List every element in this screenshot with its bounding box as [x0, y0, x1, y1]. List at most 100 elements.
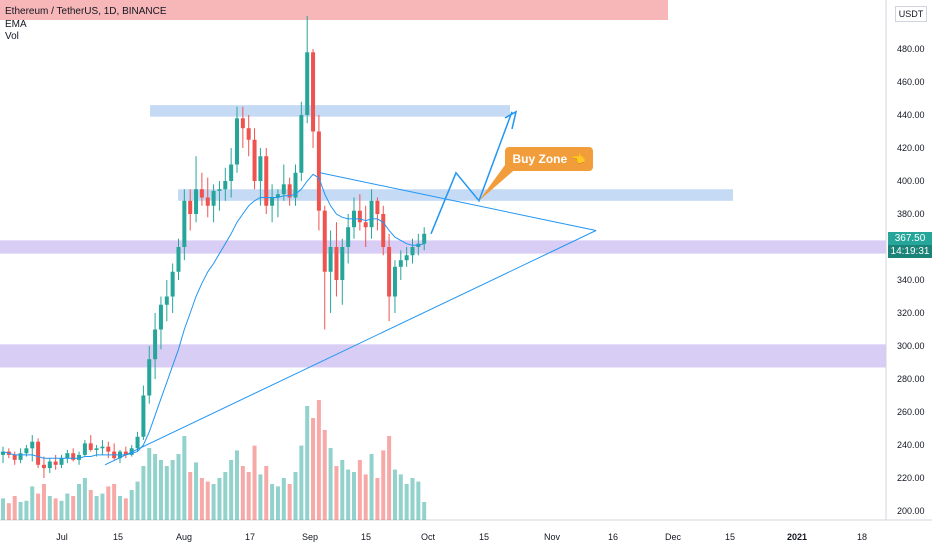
price-tick-label: 400.00 — [897, 176, 925, 186]
candle — [94, 448, 99, 450]
price-tick-label: 240.00 — [897, 440, 925, 450]
volume-bar — [112, 484, 117, 520]
candle — [47, 461, 52, 469]
time-tick-label: 15 — [479, 532, 489, 542]
volume-bar — [275, 486, 280, 520]
candle — [258, 156, 263, 181]
projection-arrowhead — [504, 110, 518, 130]
volume-bar — [106, 486, 111, 520]
time-tick-label: 17 — [245, 532, 255, 542]
candle — [392, 266, 397, 297]
volume-bar — [30, 486, 35, 520]
volume-bar — [240, 466, 245, 520]
time-tick-label: 15 — [361, 532, 371, 542]
candle — [328, 247, 333, 272]
candle — [375, 200, 380, 214]
candle — [24, 448, 29, 454]
volume-bar — [1, 498, 5, 520]
candle — [153, 329, 158, 360]
volume-bar — [53, 498, 58, 520]
candle — [182, 200, 187, 247]
price-tick-label: 460.00 — [897, 77, 925, 87]
candle — [88, 443, 93, 450]
candle — [199, 189, 204, 198]
volume-bar — [158, 460, 163, 520]
volume-bar — [129, 490, 134, 520]
candle — [176, 247, 181, 272]
volume-bar — [211, 484, 216, 520]
price-tick-label: 280.00 — [897, 374, 925, 384]
candle — [53, 461, 58, 465]
volume-bar — [205, 481, 210, 520]
candle — [398, 260, 403, 267]
volume-bar — [293, 472, 298, 520]
volume-bar — [229, 460, 234, 520]
candle — [41, 464, 46, 469]
price-tick-label: 420.00 — [897, 143, 925, 153]
volume-bar — [340, 460, 345, 520]
price-tick-label: 320.00 — [897, 308, 925, 318]
volume-bar — [141, 466, 146, 520]
volume-bar — [147, 448, 152, 520]
ema-indicator-label[interactable]: EMA — [5, 19, 27, 30]
price-tick-label: 260.00 — [897, 407, 925, 417]
candle — [158, 304, 163, 330]
candle — [235, 118, 239, 165]
volume-bar — [392, 469, 397, 520]
candle — [287, 184, 292, 198]
candle — [357, 210, 362, 223]
volume-bar — [77, 484, 82, 520]
volume-bar — [170, 460, 175, 520]
candle — [223, 181, 228, 190]
volume-bar — [223, 472, 228, 520]
candle — [205, 197, 210, 206]
volume-bar — [235, 450, 239, 520]
currency-badge[interactable]: USDT — [895, 6, 927, 22]
time-tick-label: Dec — [665, 532, 682, 542]
time-tick-label: 16 — [608, 532, 618, 542]
candle — [82, 443, 87, 455]
ema-line — [2, 173, 425, 459]
volume-bar — [311, 418, 316, 520]
volume-indicator-label[interactable]: Vol — [5, 31, 19, 42]
triangle-upper-trendline — [319, 172, 597, 231]
time-tick-label: 15 — [113, 532, 123, 542]
volume-bar — [357, 460, 362, 520]
volume-bar — [123, 498, 128, 520]
candle — [59, 458, 64, 465]
volume-bar — [118, 496, 122, 520]
volume-bar — [328, 448, 333, 520]
candle — [100, 446, 105, 449]
candle — [164, 296, 169, 305]
volume-bar — [416, 481, 421, 520]
candle — [311, 52, 316, 132]
volume-bar — [369, 454, 374, 520]
time-tick-label: Aug — [176, 532, 192, 542]
candle — [387, 247, 392, 297]
projection-path — [430, 111, 513, 235]
volume-bar — [264, 466, 269, 520]
volume-bar — [59, 500, 64, 520]
volume-bar — [82, 478, 87, 520]
candle — [106, 446, 111, 452]
time-tick-label: Jul — [56, 532, 68, 542]
volume-bar — [270, 484, 275, 520]
price-tick-label: 380.00 — [897, 209, 925, 219]
volume-bar — [322, 430, 327, 520]
candle — [422, 233, 427, 244]
callout-pointer — [479, 165, 520, 201]
candle — [293, 172, 298, 198]
volume-bar — [71, 496, 76, 520]
candle — [299, 115, 304, 173]
volume-bar — [316, 400, 321, 520]
candle — [275, 194, 280, 198]
volume-bar — [188, 472, 193, 520]
price-tick-label: 480.00 — [897, 44, 925, 54]
volume-bar — [352, 472, 356, 520]
candle — [270, 197, 275, 206]
candle — [404, 255, 409, 261]
volume-bar — [299, 445, 304, 520]
volume-bar — [182, 436, 187, 520]
zone-3 — [0, 344, 886, 368]
